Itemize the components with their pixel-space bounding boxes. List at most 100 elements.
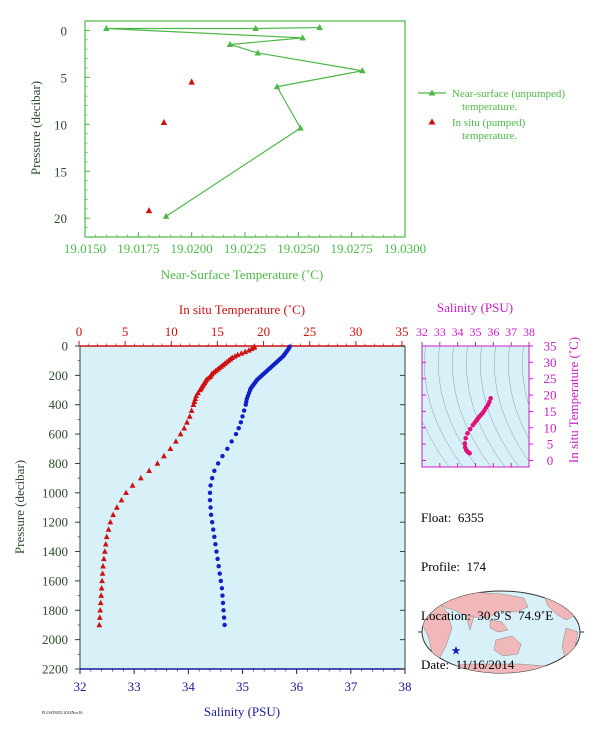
ts-salinity-tick-label: 38 xyxy=(523,325,535,339)
top-y-tick-label: 20 xyxy=(54,211,67,226)
salinity-tick-label: 35 xyxy=(236,679,249,694)
salinity-point xyxy=(209,519,215,525)
ts-temperature-tick-label: 10 xyxy=(544,420,557,435)
ts-temperature-tick-label: 20 xyxy=(544,388,557,403)
salinity-point xyxy=(208,512,214,518)
location: Location: 30.9˚S 74.9˚E xyxy=(421,608,554,623)
top-x-tick-label: 19.0150 xyxy=(64,241,106,256)
temperature-point xyxy=(105,526,112,532)
ts-temperature-tick-label: 15 xyxy=(544,404,557,419)
top-y-tick-label: 0 xyxy=(61,23,68,38)
unpumped-temperature-point xyxy=(226,40,234,47)
pumped-temperature-point xyxy=(145,207,153,214)
unpumped-temperature-point xyxy=(297,124,304,131)
temperature-point xyxy=(242,348,248,355)
temperature-point xyxy=(96,614,103,620)
pressure-tick-label: 0 xyxy=(62,339,69,354)
pressure-tick-label: 2200 xyxy=(42,662,68,677)
salinity-point xyxy=(216,564,221,569)
ts-plot-background xyxy=(421,345,530,468)
salinity-point xyxy=(208,483,213,488)
salinity-point xyxy=(240,414,245,419)
pressure-tick-label: 600 xyxy=(49,427,69,442)
temperature-point xyxy=(97,599,104,606)
ts-salinity-tick-label: 32 xyxy=(416,325,428,339)
pressure-tick-label: 400 xyxy=(49,397,69,412)
salinity-point xyxy=(238,420,244,425)
top-x-tick-label: 19.0225 xyxy=(224,241,266,256)
temperature-tick-label: 0 xyxy=(76,324,83,339)
salinity-point xyxy=(214,549,219,554)
unpumped-temperature-line xyxy=(106,26,363,217)
temperature-tick-label: 35 xyxy=(396,324,409,339)
salinity-point xyxy=(229,439,234,444)
density-isoline xyxy=(494,346,529,462)
temperature-tick-label: 5 xyxy=(122,324,129,339)
top-y-tick-label: 10 xyxy=(54,117,67,132)
pressure-tick-label: 800 xyxy=(49,456,69,471)
top-x-tick-label: 19.0175 xyxy=(117,241,159,256)
ts-point xyxy=(467,450,472,456)
pressure-tick-label: 200 xyxy=(49,368,69,383)
float-id: Float: 6355 xyxy=(421,510,484,525)
salinity-tick-label: 32 xyxy=(74,679,87,694)
unpumped-temperature-point xyxy=(252,24,259,32)
ts-point xyxy=(465,431,470,436)
salinity-point xyxy=(215,461,221,466)
world-map xyxy=(418,590,584,674)
ts-temperature-tick-label: 25 xyxy=(544,371,557,386)
salinity-point xyxy=(221,608,226,613)
legend-label-unpumped: Near-surface (unpumped) temperature. xyxy=(452,88,565,113)
unpumped-temperature-point xyxy=(359,67,366,74)
temperature-point xyxy=(123,489,129,496)
temperature-point xyxy=(188,407,195,413)
top-x-tick-label: 19.0300 xyxy=(384,241,426,256)
unpumped-temperature-point xyxy=(316,23,323,31)
temperature-tick-label: 20 xyxy=(257,324,270,339)
ts-temperature-tick-label: 0 xyxy=(547,453,554,468)
salinity-point xyxy=(207,490,213,496)
temperature-point xyxy=(238,350,245,356)
salinity-point xyxy=(220,600,226,606)
salinity-point xyxy=(225,446,230,451)
temperature-point xyxy=(177,430,184,437)
temperature-tick-label: 15 xyxy=(211,324,224,339)
ts-top-axis-label: Salinity (PSU) xyxy=(437,300,513,315)
ts-point xyxy=(462,441,468,446)
salinity-point xyxy=(208,505,213,510)
pressure-tick-label: 2000 xyxy=(42,632,68,647)
salinity-tick-label: 38 xyxy=(399,679,412,694)
main-y-axis-label: Pressure (decibar) xyxy=(12,460,27,554)
temperature-point xyxy=(146,467,153,474)
near-surface-temperature-chart: 19.0150 19.0175 19.0200 19.0225 19.0250 19.02… xyxy=(28,20,565,282)
pressure-tick-label: 1000 xyxy=(42,485,68,500)
legend-marker-pumped xyxy=(428,118,436,125)
salinity-point xyxy=(233,431,239,437)
salinity-tick-label: 34 xyxy=(182,679,196,694)
temperature-point xyxy=(102,541,109,547)
salinity-point xyxy=(236,426,241,431)
salinity-point xyxy=(207,497,213,503)
pressure-tick-label: 1800 xyxy=(42,603,68,618)
temperature-point xyxy=(110,511,117,518)
date: Date: 11/16/2014 xyxy=(421,657,515,672)
temperature-point xyxy=(98,592,105,598)
pressure-tick-label: 1200 xyxy=(42,515,68,530)
density-isoline xyxy=(522,346,529,408)
top-y-axis-label: Pressure (decibar) xyxy=(28,81,43,175)
unpumped-temperature-point xyxy=(254,49,262,56)
temperature-point xyxy=(173,438,179,444)
ts-salinity-tick-label: 33 xyxy=(434,325,446,339)
temperature-point xyxy=(154,460,161,466)
temperature-point xyxy=(99,577,105,584)
salinity-point xyxy=(221,615,227,620)
ts-y-axis-label: In situ Temperature (˚C) xyxy=(566,337,581,463)
main-plot-background xyxy=(80,346,405,669)
salinity-point xyxy=(243,402,248,407)
density-isoline xyxy=(466,346,506,467)
legend-label-pumped: In situ (pumped) temperature. xyxy=(452,117,526,142)
temperature-point xyxy=(96,621,103,628)
salinity-point xyxy=(222,622,227,628)
